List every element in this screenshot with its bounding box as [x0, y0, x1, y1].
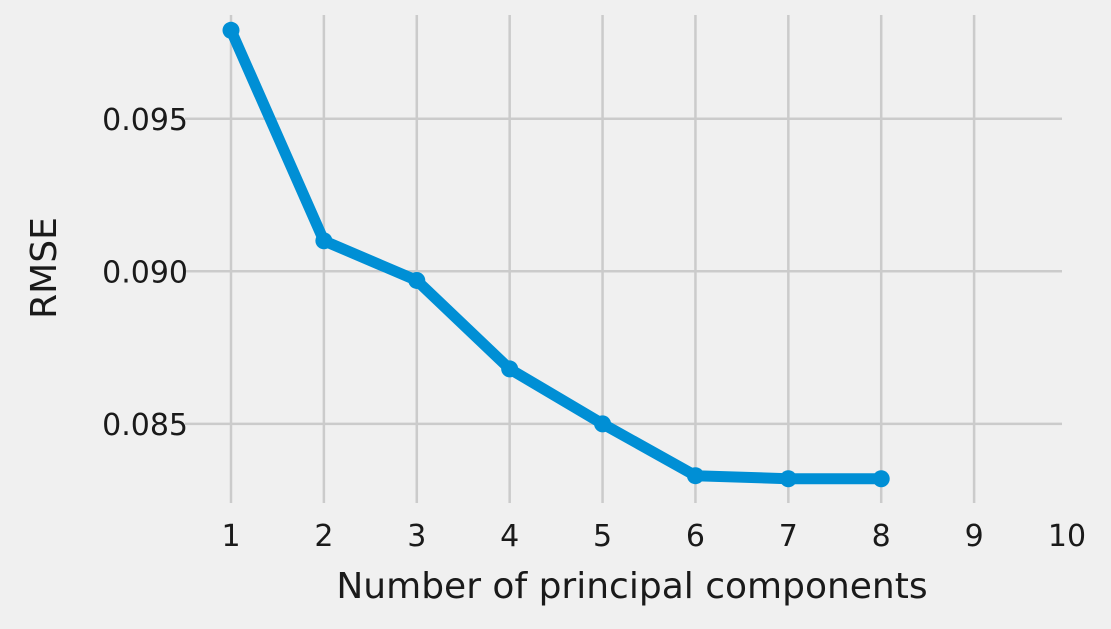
data-point [779, 470, 797, 488]
x-tick-label: 7 [779, 519, 798, 554]
x-axis-label: Number of principal components [336, 566, 927, 607]
x-grid [229, 15, 976, 503]
y-tick-label: 0.090 [102, 255, 188, 290]
data-point [686, 467, 704, 485]
y-grid [185, 117, 1062, 426]
data-point [872, 470, 890, 488]
series-layer [222, 21, 890, 488]
x-tick-label: 2 [314, 519, 333, 554]
x-tick-label: 5 [593, 519, 612, 554]
data-point [594, 415, 612, 433]
data-point [408, 271, 426, 289]
x-tick-label: 10 [1048, 519, 1086, 554]
data-point [315, 232, 333, 250]
x-tick-labels: 1 2 3 4 5 6 7 8 9 10 [221, 519, 1086, 554]
x-tick-label: 1 [221, 519, 240, 554]
series-line [225, 24, 887, 485]
x-tick-label: 4 [500, 519, 519, 554]
data-point [501, 360, 519, 378]
y-tick-labels: 0.085 0.090 0.095 [102, 103, 188, 443]
x-tick-label: 9 [965, 519, 984, 554]
y-tick-label: 0.085 [102, 408, 188, 443]
x-tick-label: 6 [686, 519, 705, 554]
x-tick-label: 8 [872, 519, 891, 554]
y-axis-label: RMSE [24, 217, 65, 319]
data-point [222, 21, 240, 39]
y-tick-label: 0.095 [102, 103, 188, 138]
x-tick-label: 3 [407, 519, 426, 554]
